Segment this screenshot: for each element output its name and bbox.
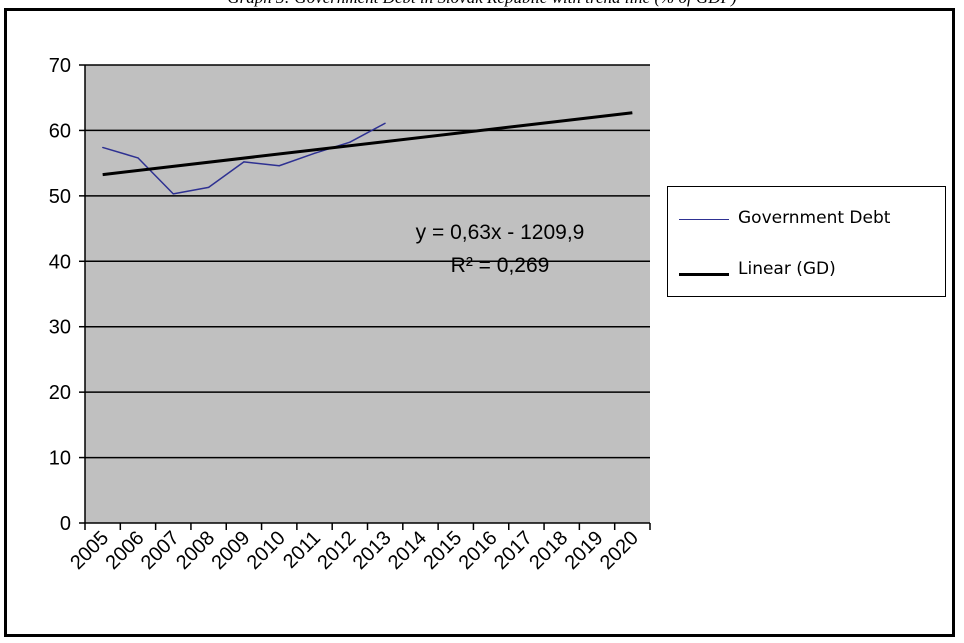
data-point-government-debt-2013: [384, 122, 386, 124]
x-tick-label-2011: 2011: [279, 527, 325, 573]
x-tick-label-2008: 2008: [172, 527, 219, 574]
x-tick-label-2005: 2005: [66, 527, 113, 574]
y-tick-label-60: 60: [49, 120, 71, 142]
trend-equation-r-squared: R² = 0,269: [451, 254, 550, 277]
data-point-government-debt-2005: [102, 146, 104, 149]
trend-equation: y = 0,63x - 1209,9 R² = 0,269: [416, 221, 585, 277]
data-point-government-debt-2012: [349, 141, 351, 143]
x-tick-label-2009: 2009: [207, 527, 254, 574]
x-tick-label-2006: 2006: [101, 527, 148, 574]
y-tick-label-50: 50: [49, 186, 71, 208]
y-tick-label-70: 70: [49, 55, 71, 77]
legend: Government Debt Linear (GD): [667, 186, 946, 297]
y-tick-label-20: 20: [49, 382, 71, 404]
legend-item-government-debt: Government Debt: [668, 208, 947, 232]
data-point-government-debt-2010: [278, 165, 280, 167]
plot-background: [85, 65, 650, 523]
trend-equation-formula: y = 0,63x - 1209,9: [416, 221, 585, 244]
legend-label-government-debt: Government Debt: [738, 208, 891, 228]
legend-swatch-government-debt: [679, 219, 729, 220]
data-point-government-debt-2007: [172, 193, 174, 195]
y-tick-label-40: 40: [49, 251, 71, 273]
x-tick-label-2013: 2013: [349, 527, 396, 574]
data-point-government-debt-2009: [243, 161, 245, 163]
x-tick-label-2014: 2014: [384, 527, 431, 574]
y-tick-label-0: 0: [60, 513, 71, 535]
y-tick-label-30: 30: [49, 317, 71, 339]
legend-label-linear-gd: Linear (GD): [738, 259, 836, 279]
chart-frame: [4, 8, 955, 637]
data-point-government-debt-2011: [313, 152, 316, 154]
series-lines: [102, 111, 633, 195]
x-tick-label-2010: 2010: [243, 527, 290, 574]
series-line-linear-gd: [102, 111, 633, 177]
x-tick-label-2012: 2012: [313, 527, 360, 574]
x-tick-label-2017: 2017: [490, 527, 537, 574]
x-tick-label-2018: 2018: [525, 527, 572, 574]
legend-swatch-linear-gd: [679, 273, 729, 276]
x-tick-label-2020: 2020: [596, 527, 643, 574]
chart-caption: Graph 3: Government Debt in Slovak Repub…: [0, 0, 964, 10]
legend-item-linear-gd: Linear (GD): [668, 257, 947, 281]
data-point-government-debt-2008: [207, 186, 210, 188]
gridlines: [85, 64, 650, 459]
x-tick-label-2015: 2015: [419, 527, 466, 574]
x-tick-label-2007: 2007: [137, 527, 184, 574]
x-tick-label-2016: 2016: [455, 527, 502, 574]
data-point-government-debt-2006: [137, 157, 139, 159]
x-tick-label-2019: 2019: [561, 527, 608, 574]
plot-area: [85, 65, 650, 523]
y-tick-label-10: 10: [49, 448, 71, 470]
